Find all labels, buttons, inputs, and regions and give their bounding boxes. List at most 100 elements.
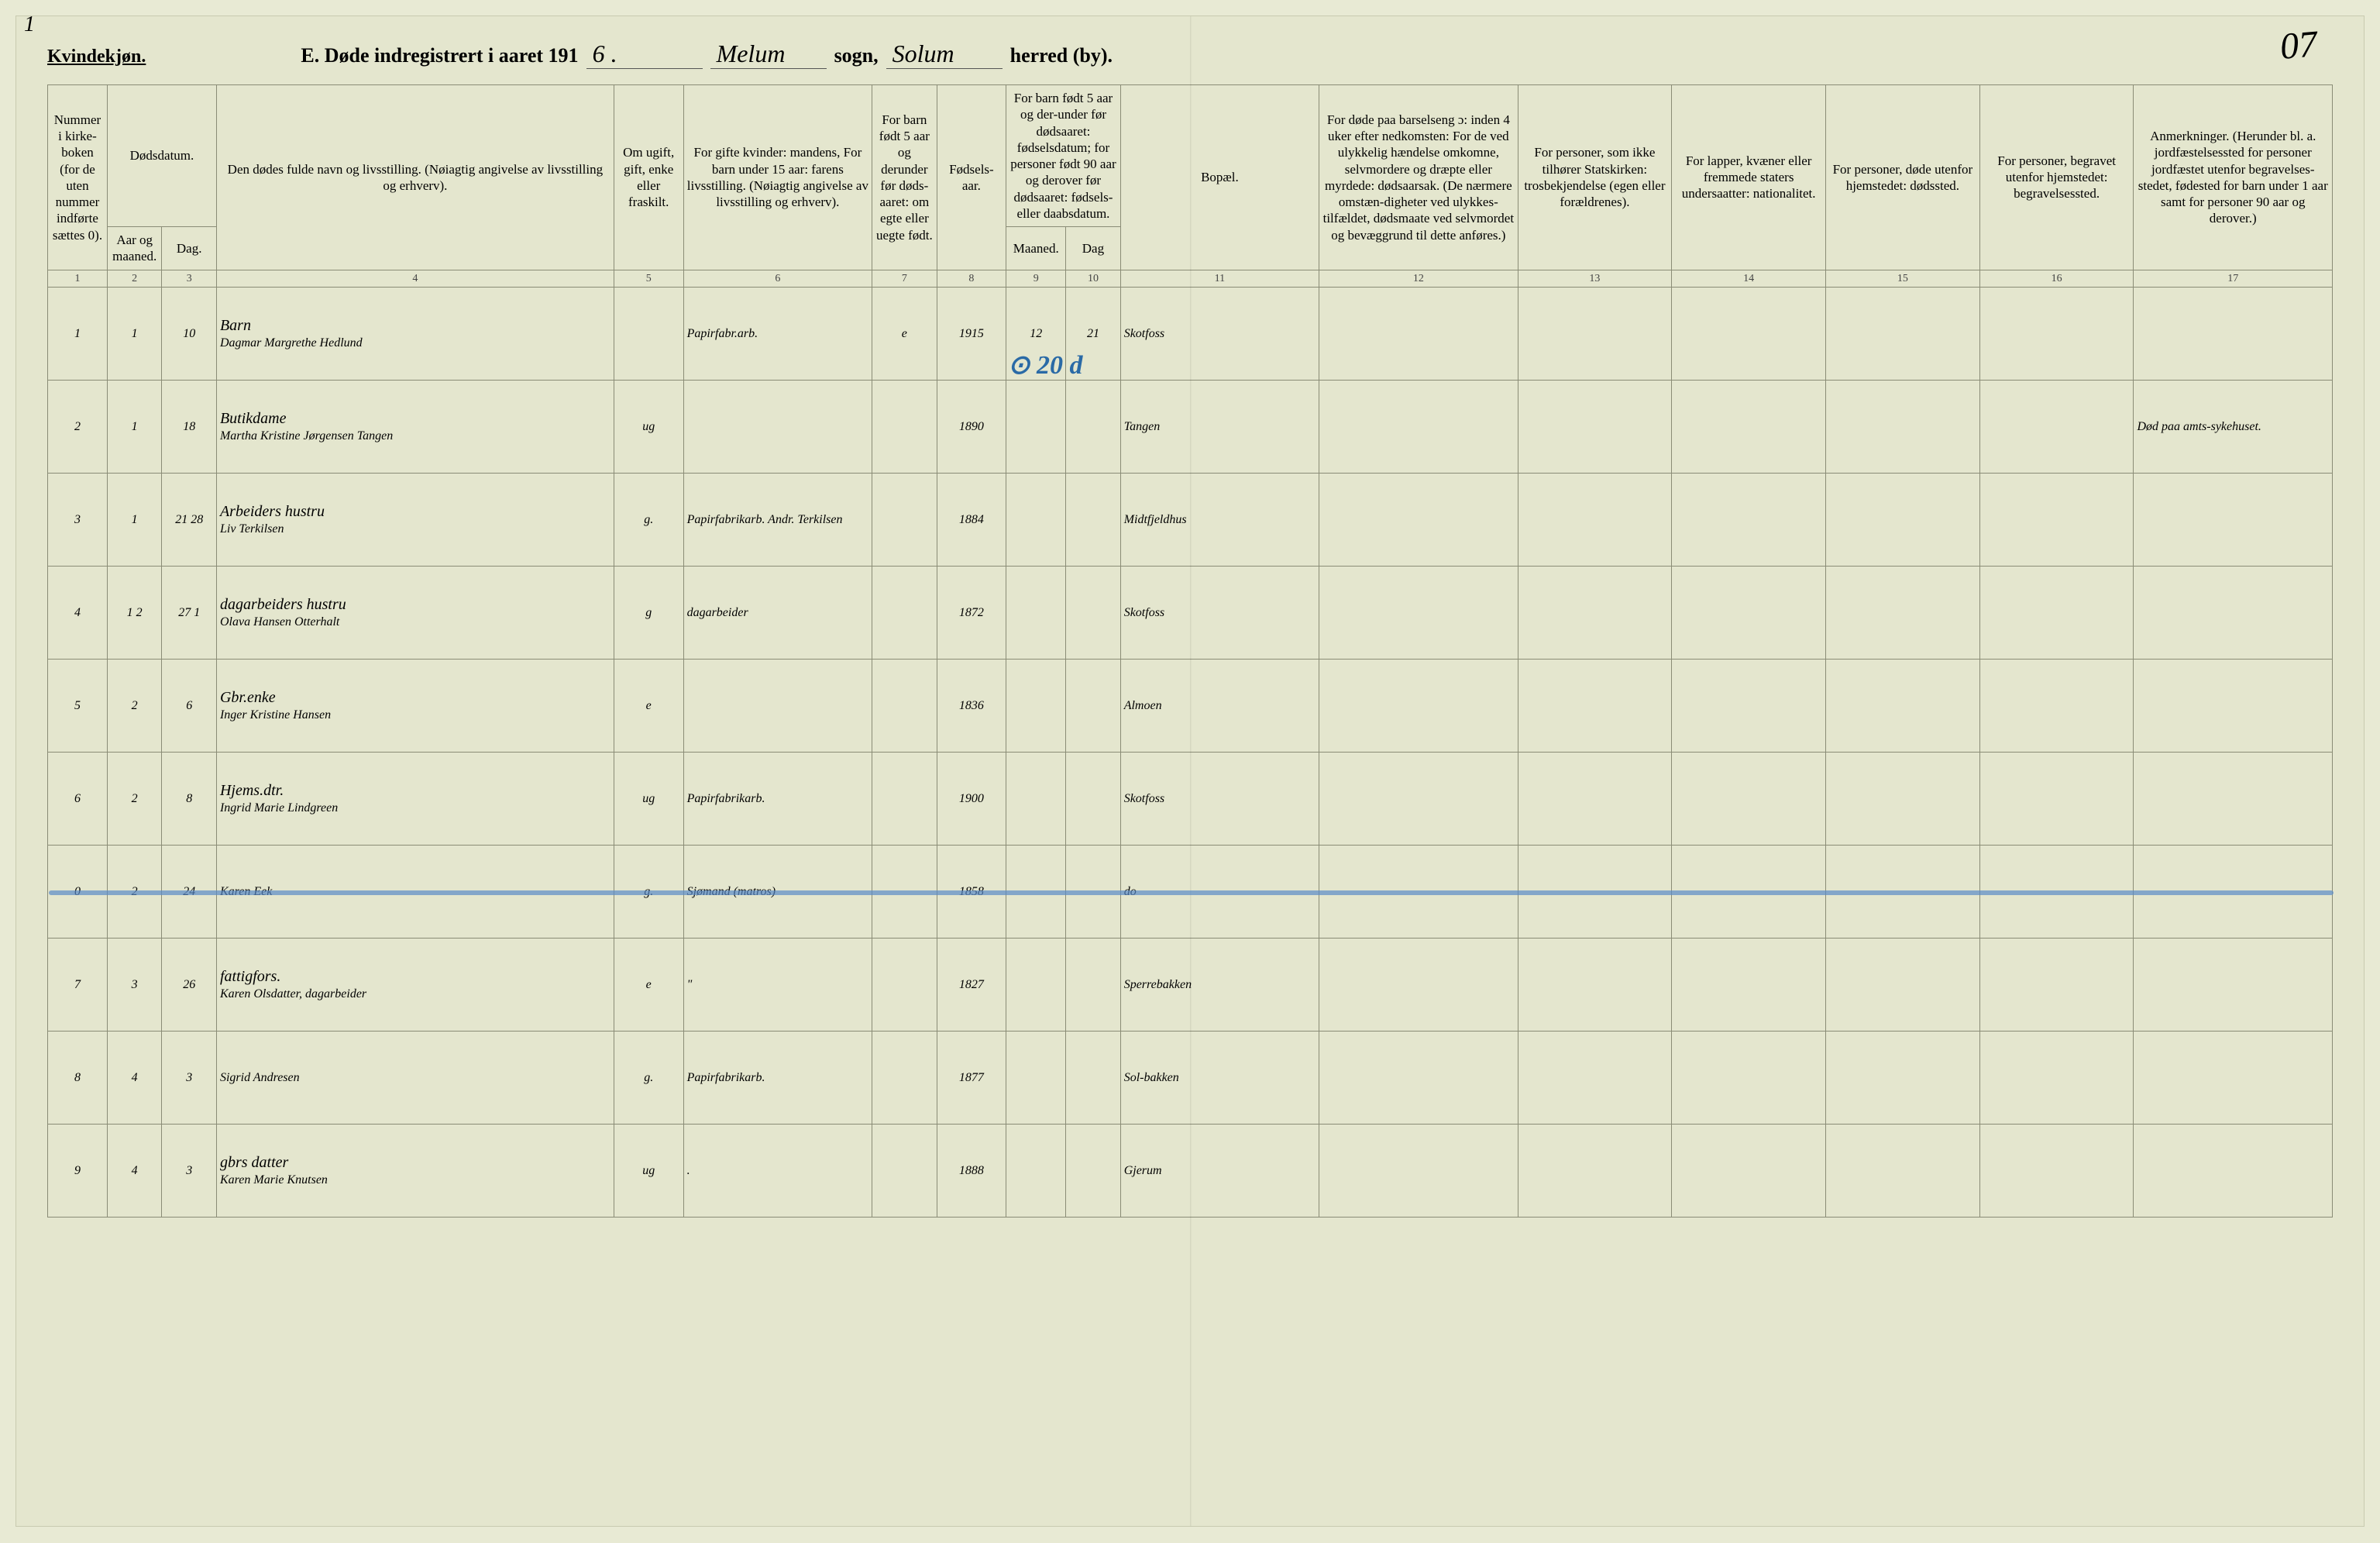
cell <box>1006 753 1066 846</box>
cell <box>1979 1125 2134 1218</box>
cell: 1888 <box>937 1125 1006 1218</box>
page-number-left: 1 <box>24 12 35 37</box>
cell <box>1979 381 2134 474</box>
cell: 1 <box>107 288 162 381</box>
cell <box>872 753 937 846</box>
cell <box>1066 1032 1121 1125</box>
cell: 2 <box>107 660 162 753</box>
hdr-num: Nummer i kirke-boken (for de uten nummer… <box>48 85 108 270</box>
cell: 10 <box>162 288 217 381</box>
cell <box>1672 753 1826 846</box>
colnum: 11 <box>1120 270 1319 288</box>
cell <box>1518 1125 1672 1218</box>
cell <box>1006 1032 1066 1125</box>
cell <box>1826 753 1980 846</box>
cell: e <box>614 660 683 753</box>
cell: 3 <box>162 1032 217 1125</box>
hdr-birthyear: Fødsels-aar. <box>937 85 1006 270</box>
cell: ug <box>614 1125 683 1218</box>
cell: dagarbeider <box>683 567 872 660</box>
sogn-handwritten: Melum <box>710 40 827 69</box>
cell: 1900 <box>937 753 1006 846</box>
cell <box>2134 939 2333 1032</box>
hdr-deathdate: Dødsdatum. <box>107 85 216 227</box>
cell: 1836 <box>937 660 1006 753</box>
cell <box>1319 753 1518 846</box>
cell <box>1979 567 2134 660</box>
cell <box>1979 753 2134 846</box>
cell <box>1826 288 1980 381</box>
cell <box>1979 660 2134 753</box>
cell <box>1672 660 1826 753</box>
hdr-birth-month: Maaned. <box>1006 227 1066 270</box>
register-page: 1 07 Kvindekjøn. E. Døde indregistrert i… <box>15 15 2365 1527</box>
cell: 6 <box>162 660 217 753</box>
cell: Sol-bakken <box>1120 1032 1319 1125</box>
cell: Papirfabrikarb. <box>683 1032 872 1125</box>
cell: 4 <box>107 1125 162 1218</box>
hdr-name: Den dødes fulde navn og livsstilling. (N… <box>216 85 614 270</box>
cell <box>1672 1125 1826 1218</box>
hdr-residence: Bopæl. <box>1120 85 1319 270</box>
cell: . <box>683 1125 872 1218</box>
hdr-legitimacy: For barn født 5 aar og derunder før døds… <box>872 85 937 270</box>
cell: 21 28 <box>162 474 217 567</box>
cell <box>1979 939 2134 1032</box>
cell <box>872 1032 937 1125</box>
blue-strikethrough <box>49 890 2334 895</box>
cell <box>872 939 937 1032</box>
cell: 26 <box>162 939 217 1032</box>
hdr-remarks: Anmerkninger. (Herunder bl. a. jordfæste… <box>2134 85 2333 270</box>
cell: Sperrebakken <box>1120 939 1319 1032</box>
colnum: 10 <box>1066 270 1121 288</box>
cell <box>1979 288 2134 381</box>
cell: ButikdameMartha Kristine Jørgensen Tange… <box>216 381 614 474</box>
hdr-birthdate-top: For barn født 5 aar og der-under før død… <box>1006 85 1120 227</box>
cell: 18 <box>162 381 217 474</box>
cell: 1915 <box>937 288 1006 381</box>
cell: 1827 <box>937 939 1006 1032</box>
colnum: 16 <box>1979 270 2134 288</box>
herred-label: herred (by). <box>1010 44 1113 67</box>
cell <box>1319 474 1518 567</box>
cell <box>1826 381 1980 474</box>
cell: g. <box>614 1032 683 1125</box>
cell <box>1518 939 1672 1032</box>
hdr-year-month: Aar og maaned. <box>107 227 162 270</box>
cell <box>1319 288 1518 381</box>
title-prefix: E. Døde indregistrert i aaret 191 <box>301 44 578 67</box>
cell <box>1319 567 1518 660</box>
cell: 1872 <box>937 567 1006 660</box>
colnum: 17 <box>2134 270 2333 288</box>
page-fold <box>1190 16 1192 1526</box>
cell <box>1518 381 1672 474</box>
cell: gbrs datterKaren Marie Knutsen <box>216 1125 614 1218</box>
cell: 1 <box>107 381 162 474</box>
hdr-nationality: For lapper, kvæner eller fremmede stater… <box>1672 85 1826 270</box>
colnum: 1 <box>48 270 108 288</box>
cell: Almoen <box>1120 660 1319 753</box>
cell: 27 1 <box>162 567 217 660</box>
cell: Papirfabr.arb. <box>683 288 872 381</box>
colnum: 5 <box>614 270 683 288</box>
cell: 7 <box>48 939 108 1032</box>
cell <box>1672 381 1826 474</box>
cell <box>1006 939 1066 1032</box>
cell: dagarbeiders hustruOlava Hansen Otterhal… <box>216 567 614 660</box>
cell: 1 <box>107 474 162 567</box>
cell: 3 <box>162 1125 217 1218</box>
cell: 1 2 <box>107 567 162 660</box>
cell <box>872 1125 937 1218</box>
hdr-marital: Om ugift, gift, enke eller fraskilt. <box>614 85 683 270</box>
hdr-birth-day: Dag <box>1066 227 1121 270</box>
cell <box>1066 567 1121 660</box>
cell <box>1319 1125 1518 1218</box>
cell <box>1518 660 1672 753</box>
cell <box>1006 1125 1066 1218</box>
cell <box>872 474 937 567</box>
cell: Midtfjeldhus <box>1120 474 1319 567</box>
cell <box>683 660 872 753</box>
cell: 1884 <box>937 474 1006 567</box>
cell <box>1319 381 1518 474</box>
cell <box>2134 1032 2333 1125</box>
